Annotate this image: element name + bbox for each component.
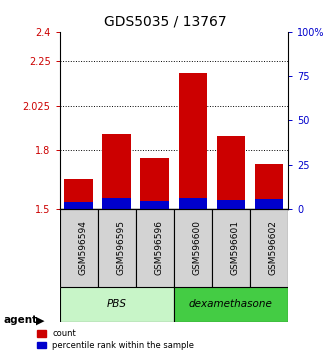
FancyBboxPatch shape bbox=[60, 287, 174, 322]
FancyBboxPatch shape bbox=[250, 209, 288, 287]
Text: dexamethasone: dexamethasone bbox=[189, 299, 273, 309]
FancyBboxPatch shape bbox=[174, 209, 212, 287]
Bar bbox=[216, 200, 245, 209]
Text: GDS5035 / 13767: GDS5035 / 13767 bbox=[104, 14, 227, 28]
Text: PBS: PBS bbox=[107, 299, 127, 309]
Bar bbox=[178, 73, 207, 209]
Text: GSM596596: GSM596596 bbox=[155, 220, 164, 275]
Text: GSM596594: GSM596594 bbox=[79, 220, 88, 275]
Text: GSM596601: GSM596601 bbox=[231, 220, 240, 275]
Legend: count, percentile rank within the sample: count, percentile rank within the sample bbox=[37, 329, 194, 350]
FancyBboxPatch shape bbox=[60, 209, 98, 287]
Bar bbox=[102, 134, 131, 209]
Text: agent: agent bbox=[3, 315, 37, 325]
Bar bbox=[216, 136, 245, 209]
Text: GSM596595: GSM596595 bbox=[117, 220, 126, 275]
FancyBboxPatch shape bbox=[212, 209, 250, 287]
FancyBboxPatch shape bbox=[174, 287, 288, 322]
Bar bbox=[255, 199, 283, 209]
Text: ▶: ▶ bbox=[35, 315, 44, 325]
Text: GSM596600: GSM596600 bbox=[193, 220, 202, 275]
Text: GSM596602: GSM596602 bbox=[269, 220, 278, 275]
Bar bbox=[140, 158, 169, 209]
Bar bbox=[102, 198, 131, 209]
FancyBboxPatch shape bbox=[98, 209, 136, 287]
Bar bbox=[64, 179, 93, 209]
Bar bbox=[64, 202, 93, 209]
Bar bbox=[140, 201, 169, 209]
Bar bbox=[255, 164, 283, 209]
FancyBboxPatch shape bbox=[136, 209, 174, 287]
Bar bbox=[178, 198, 207, 209]
